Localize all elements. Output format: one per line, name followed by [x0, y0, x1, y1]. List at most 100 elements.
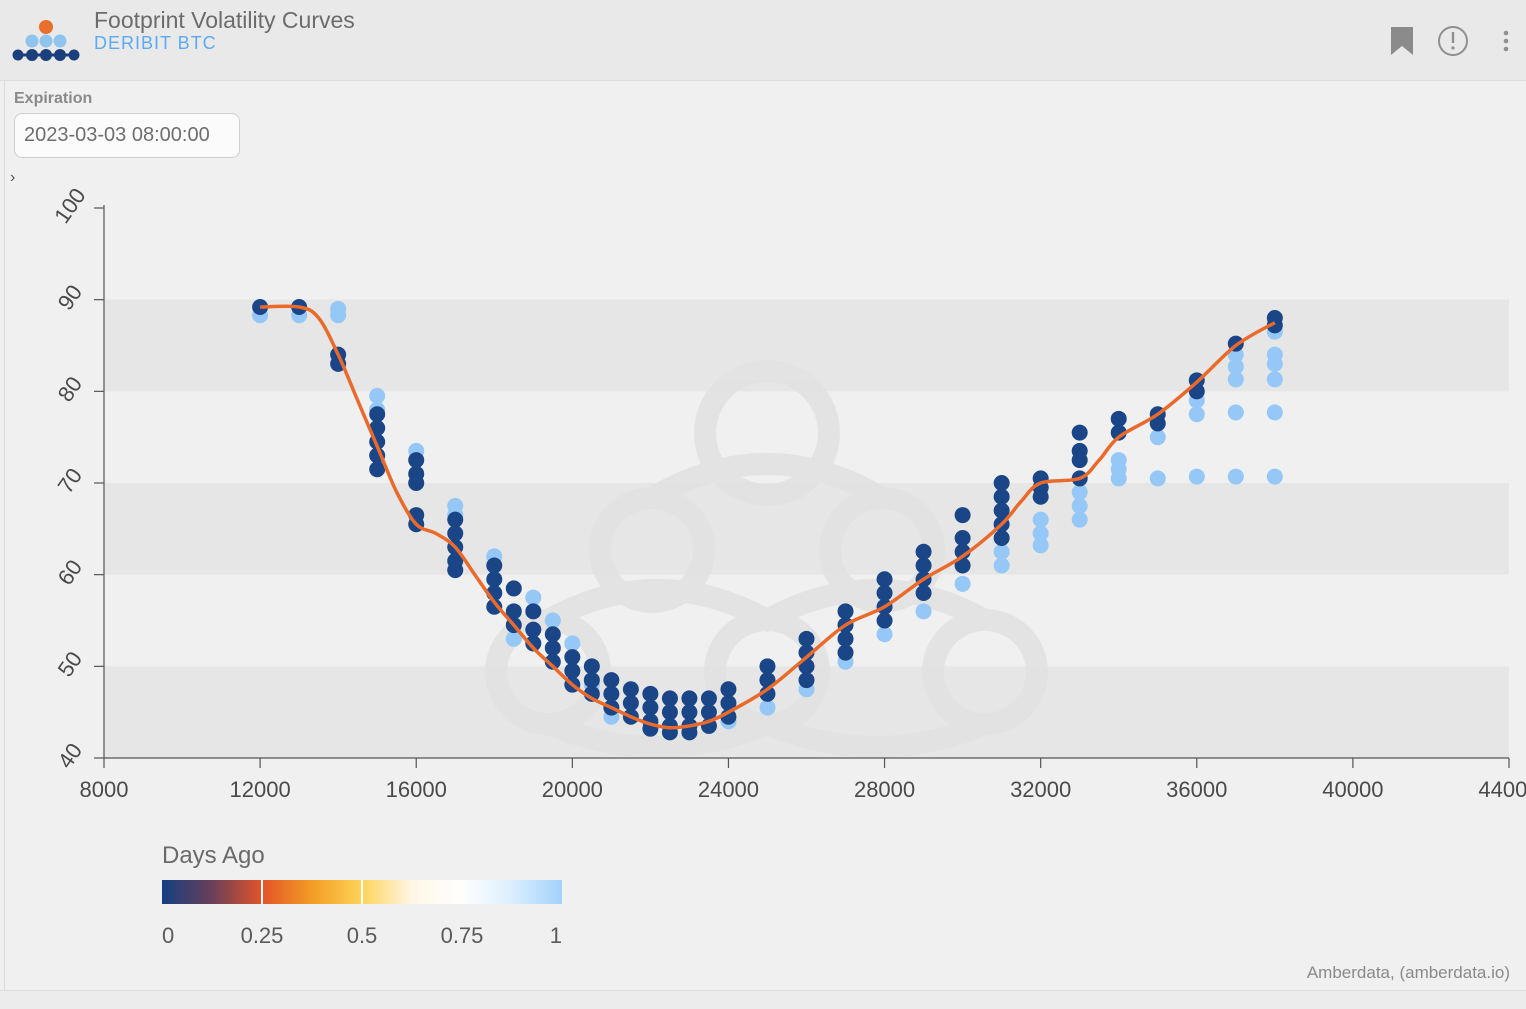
- scatter-point: [1149, 415, 1166, 432]
- y-tick-label: 100: [49, 183, 91, 227]
- exchange-subtitle: DERIBIT BTC: [94, 33, 217, 53]
- scatter-point: [1266, 317, 1283, 334]
- x-tick-label: 28000: [854, 777, 915, 802]
- scatter-point: [369, 461, 386, 478]
- scatter-point: [1227, 358, 1244, 375]
- scatter-point: [447, 511, 464, 528]
- legend-tick-label: 0.25: [241, 923, 284, 948]
- scatter-point: [1071, 484, 1088, 501]
- legend-tick-label: 0: [162, 923, 174, 948]
- widget-header: Footprint Volatility Curves DERIBIT BTC: [0, 0, 1526, 81]
- more-vertical-icon[interactable]: [1490, 24, 1522, 58]
- scatter-point: [1149, 470, 1166, 487]
- scatter-point: [1032, 511, 1049, 528]
- scatter-point: [642, 685, 659, 702]
- x-tick-label: 16000: [386, 777, 447, 802]
- scatter-point: [993, 488, 1010, 505]
- scatter-point: [1266, 371, 1283, 388]
- expiration-select[interactable]: 2023-03-03 08:00:00: [14, 113, 240, 158]
- smoothed-vol-curve: [260, 304, 1276, 730]
- scatter-point: [1032, 525, 1049, 542]
- scatter-point: [525, 589, 542, 606]
- scatter-point: [798, 672, 815, 689]
- y-tick-label: 70: [53, 464, 88, 498]
- scatter-point: [642, 699, 659, 716]
- scatter-point: [1266, 468, 1283, 485]
- scatter-point: [954, 557, 971, 574]
- scatter-point: [1071, 511, 1088, 528]
- expiration-label: Expiration: [14, 90, 93, 107]
- scatter-point: [720, 681, 737, 698]
- scatter-point: [1071, 452, 1088, 469]
- scatter-point: [583, 672, 600, 689]
- scatter-point: [525, 621, 542, 638]
- y-tick-label: 60: [53, 555, 88, 589]
- bookmark-icon[interactable]: [1386, 24, 1418, 58]
- scatter-point: [954, 530, 971, 546]
- scatter-point: [369, 387, 386, 404]
- scatter-point: [486, 557, 503, 574]
- scatter-point: [681, 724, 698, 741]
- x-tick-label: 20000: [542, 777, 603, 802]
- scatter-point: [408, 452, 425, 469]
- scatter-point: [447, 562, 464, 579]
- scatter-point: [447, 525, 464, 542]
- scatter-point: [876, 612, 893, 629]
- scatter-point: [1071, 497, 1088, 514]
- scatter-point: [603, 672, 620, 689]
- scatter-point: [369, 406, 386, 423]
- scatter-point: [622, 695, 639, 711]
- scatter-point: [700, 704, 717, 721]
- scatter-point: [1188, 406, 1205, 423]
- scatter-point: [564, 662, 581, 679]
- scatter-point: [544, 640, 561, 656]
- scatter-point: [622, 681, 639, 698]
- y-tick-label: 90: [53, 280, 88, 314]
- amberdata-logo: [12, 20, 80, 61]
- scatter-point: [720, 695, 737, 711]
- scatter-point: [505, 603, 522, 620]
- scatter-point: [525, 603, 542, 620]
- logo-orange-dot: [39, 20, 53, 34]
- x-tick-label: 32000: [1010, 777, 1071, 802]
- info-icon[interactable]: [1437, 24, 1469, 58]
- scatter-point: [993, 557, 1010, 574]
- scatter-point: [759, 658, 776, 675]
- legend-tick-label: 0.75: [441, 923, 484, 948]
- scatter-point: [700, 690, 717, 707]
- scatter-point: [505, 630, 522, 647]
- scatter-point: [1227, 404, 1244, 421]
- scatter-point: [544, 626, 561, 643]
- scatter-point: [1227, 468, 1244, 485]
- scatter-point: [915, 543, 932, 560]
- data-credit: Amberdata, (amberdata.io): [1306, 963, 1510, 982]
- scatter-point: [661, 704, 678, 721]
- scatter-point: [837, 603, 854, 620]
- scatter-point: [681, 704, 698, 721]
- scatter-point: [408, 475, 425, 491]
- scatter-point: [993, 502, 1010, 519]
- scatter-point: [525, 635, 542, 652]
- scatter-point: [330, 307, 347, 324]
- scatter-point: [915, 557, 932, 574]
- x-tick-label: 12000: [230, 777, 291, 802]
- scatter-point: [1188, 468, 1205, 485]
- scatter-point: [544, 612, 561, 629]
- x-tick-label: 44000: [1478, 777, 1526, 802]
- scatter-point: [369, 420, 386, 436]
- scatter-point: [798, 630, 815, 647]
- scatter-point: [564, 635, 581, 652]
- scatter-point: [954, 575, 971, 592]
- legend-tick-label: 0.5: [347, 923, 378, 948]
- scatter-point: [1266, 404, 1283, 421]
- x-tick-label: 24000: [698, 777, 759, 802]
- scatter-point: [876, 571, 893, 588]
- y-tick-label: 40: [53, 739, 88, 773]
- scatter-point: [915, 585, 932, 601]
- scatter-point: [1032, 537, 1049, 554]
- scatter-point: [837, 644, 854, 661]
- scatter-point: [505, 580, 522, 597]
- expand-chevron-icon[interactable]: ›: [10, 169, 16, 186]
- scatter-point: [954, 507, 971, 524]
